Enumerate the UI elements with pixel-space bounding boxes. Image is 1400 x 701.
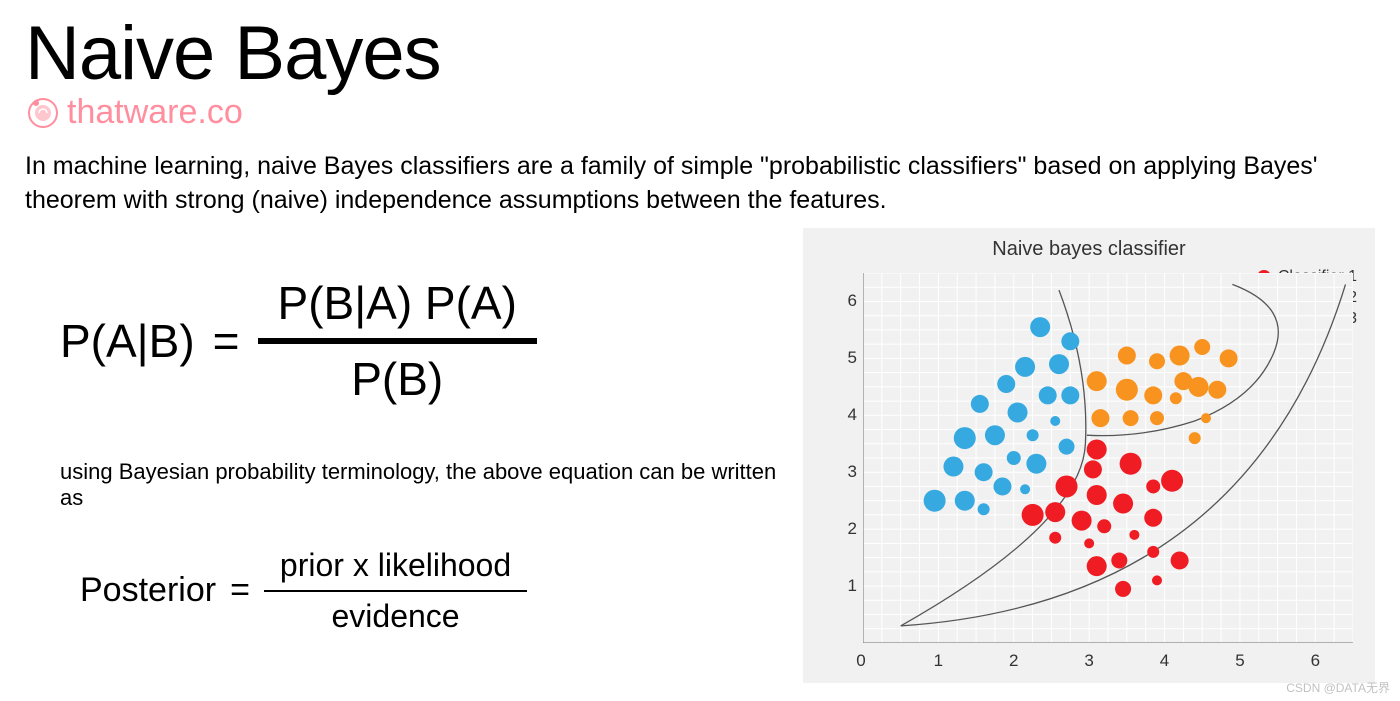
mid-text: using Bayesian probability terminology, …	[60, 459, 783, 511]
y-tick-label: 5	[839, 348, 857, 368]
y-tick-label: 2	[839, 519, 857, 539]
chart-title: Naive bayes classifier	[803, 228, 1375, 261]
bayes-formula: P(A|B) = P(B|A) P(A) P(B)	[60, 268, 783, 414]
formula1-numerator: P(B|A) P(A)	[258, 268, 537, 338]
page-title: Naive Bayes	[25, 10, 1375, 97]
y-tick-label: 1	[839, 576, 857, 596]
intro-paragraph: In machine learning, naive Bayes classif…	[25, 150, 1375, 218]
formula2-lhs: Posterior	[80, 571, 216, 610]
brand-text: thatware.co	[67, 93, 243, 132]
x-tick-label: 2	[1009, 651, 1018, 671]
formula1-lhs: P(A|B)	[60, 314, 195, 368]
scatter-chart: Naive bayes classifier Classifier 1Class…	[803, 228, 1375, 683]
formula2-denominator: evidence	[315, 592, 475, 641]
formula1-denominator: P(B)	[331, 344, 463, 414]
brand-logo-icon	[25, 95, 61, 131]
x-tick-label: 1	[934, 651, 943, 671]
x-tick-label: 5	[1235, 651, 1244, 671]
posterior-formula: Posterior = prior x likelihood evidence	[80, 541, 783, 641]
plot-area	[863, 273, 1353, 643]
x-tick-label: 6	[1311, 651, 1320, 671]
watermark: CSDN @DATA无界	[1286, 679, 1390, 696]
brand: thatware.co	[25, 93, 1375, 132]
formula1-equals: =	[213, 314, 240, 368]
y-tick-label: 3	[839, 462, 857, 482]
formula2-equals: =	[230, 571, 250, 610]
x-tick-label: 4	[1160, 651, 1169, 671]
x-tick-label: 3	[1084, 651, 1093, 671]
formula1-fraction: P(B|A) P(A) P(B)	[258, 268, 537, 414]
formula2-numerator: prior x likelihood	[264, 541, 527, 590]
plot-svg	[863, 273, 1353, 643]
y-tick-label: 6	[839, 291, 857, 311]
y-tick-label: 4	[839, 405, 857, 425]
formulas-column: P(A|B) = P(B|A) P(A) P(B) using Bayesian…	[25, 228, 793, 683]
origin-label: 0	[856, 651, 865, 671]
formula2-fraction: prior x likelihood evidence	[264, 541, 527, 641]
